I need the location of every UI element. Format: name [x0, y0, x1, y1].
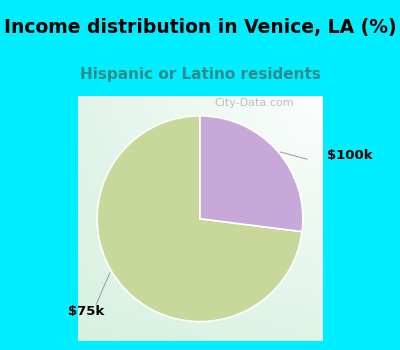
Wedge shape	[97, 116, 302, 322]
Text: City-Data.com: City-Data.com	[214, 98, 294, 108]
Text: $75k: $75k	[68, 305, 104, 318]
Text: $100k: $100k	[327, 148, 373, 162]
Text: Income distribution in Venice, LA (%): Income distribution in Venice, LA (%)	[4, 18, 396, 37]
Wedge shape	[200, 116, 303, 232]
Text: Hispanic or Latino residents: Hispanic or Latino residents	[80, 67, 320, 82]
